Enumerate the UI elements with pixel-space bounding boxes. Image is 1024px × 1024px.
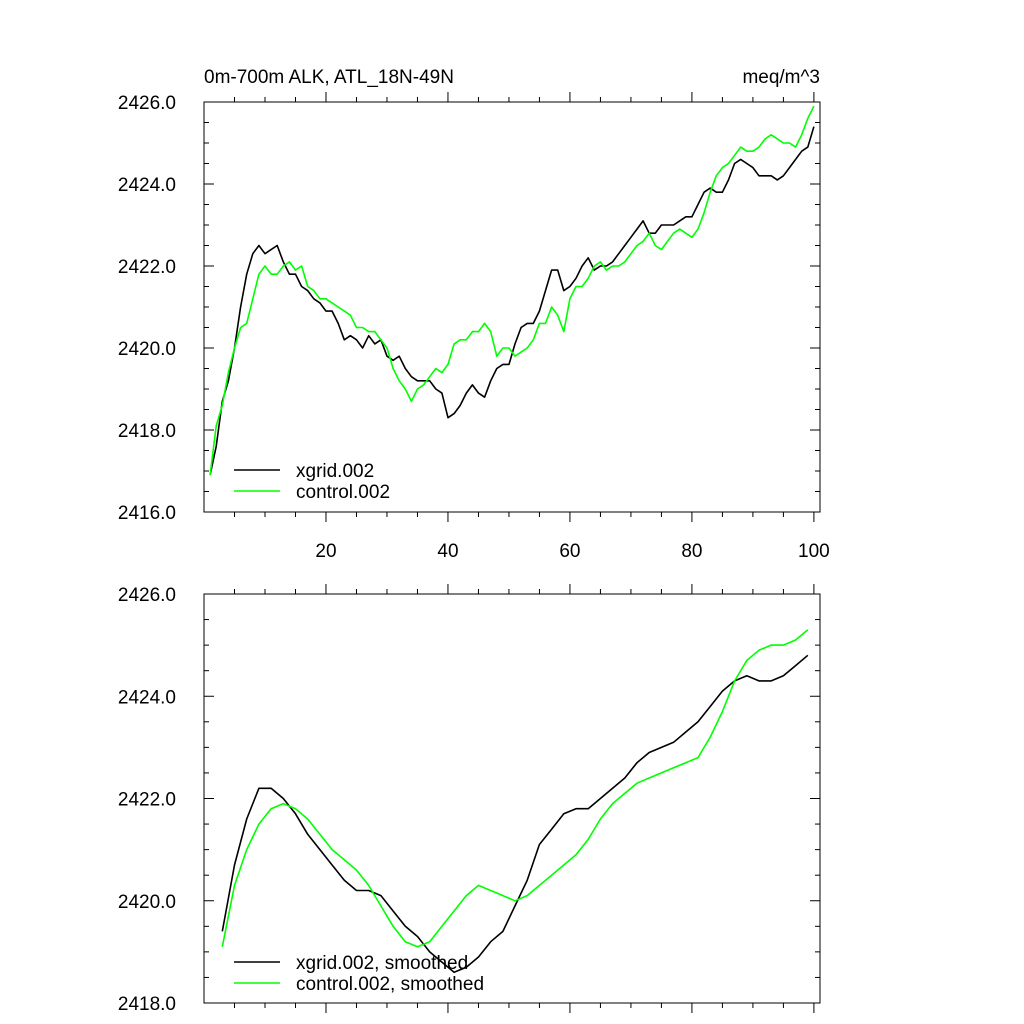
top-chart-title: 0m-700m ALK, ATL_18N-49N [204,67,454,88]
legend-label: xgrid.002 [296,461,374,482]
y-tick-label: 2422.0 [118,257,176,278]
series-line-0 [209,126,815,476]
y-tick-label: 2416.0 [118,503,176,524]
top-chart-units: meq/m^3 [742,67,820,88]
series-line-1 [209,105,815,476]
x-tick-label: 60 [559,541,580,562]
x-tick-label: 20 [315,541,336,562]
legend-label: control.002, smoothed [296,974,484,995]
legend-label: control.002 [296,482,390,503]
y-tick-label: 2424.0 [118,687,176,708]
series-line-0 [221,654,809,974]
y-tick-label: 2420.0 [118,892,176,913]
top-chart: 20 40 60 80 100 2416.0 2418.0 2420.0 2422.0 2424.… [118,92,830,562]
y-tick-label: 2426.0 [118,585,176,606]
legend-label: xgrid.002, smoothed [296,953,468,974]
y-tick-label: 2418.0 [118,421,176,442]
x-tick-label: 40 [437,541,458,562]
x-tick-label: 80 [681,541,702,562]
x-tick-label: 100 [798,541,830,562]
y-tick-label: 2418.0 [118,994,176,1015]
plot-frame [203,593,821,1004]
y-tick-label: 2420.0 [118,339,176,360]
y-tick-label: 2426.0 [118,93,176,114]
y-tick-label: 2424.0 [118,175,176,196]
y-tick-label: 2422.0 [118,790,176,811]
bottom-chart: 2418.0 2420.0 2422.0 2424.0 2426.0 xgrid.002,… [118,584,821,1015]
series-line-1 [221,629,809,948]
